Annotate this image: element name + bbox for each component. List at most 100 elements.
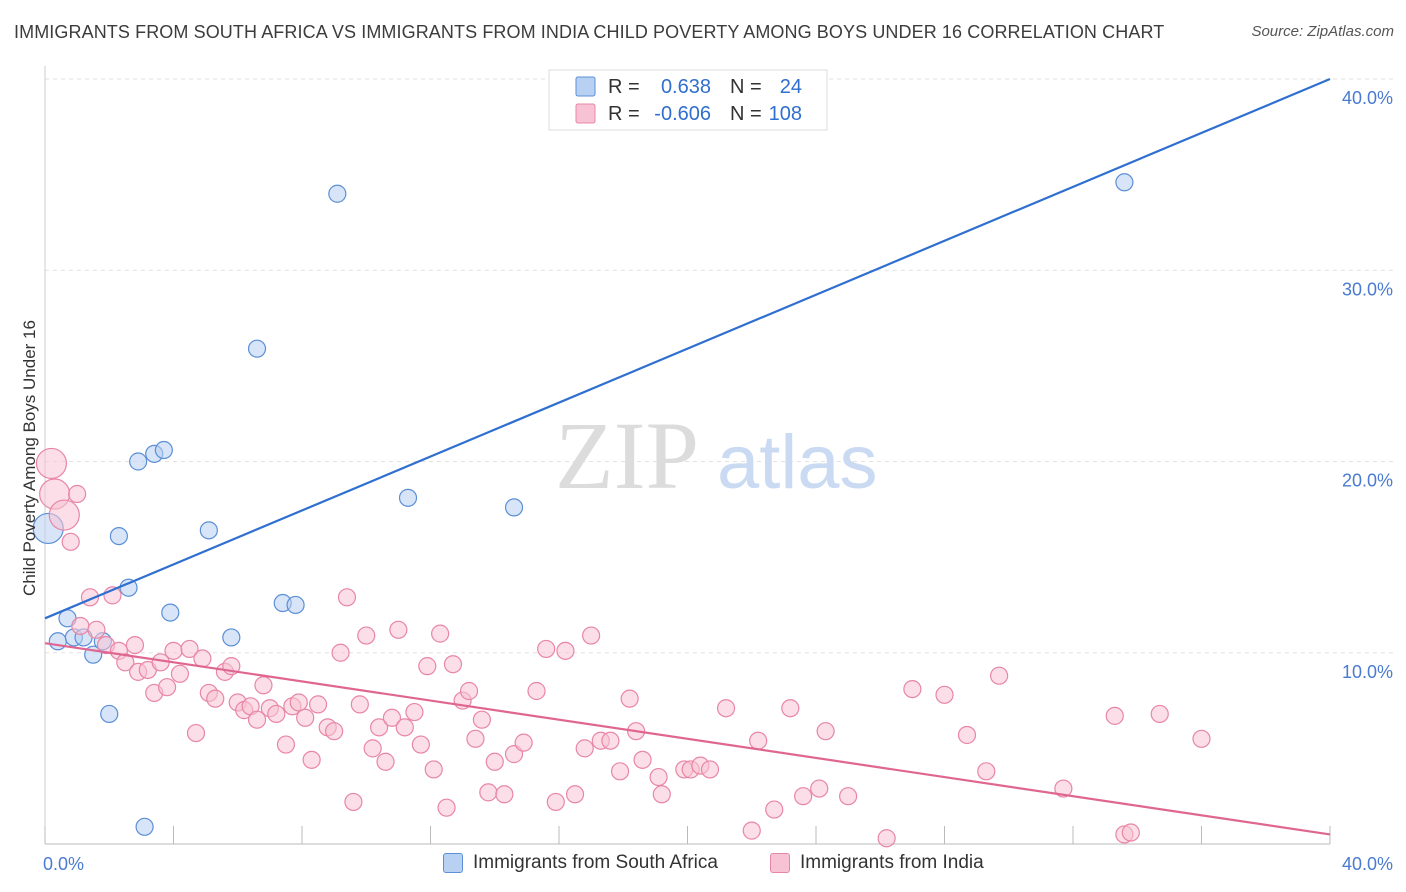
point-india [254, 676, 273, 695]
point-india [633, 750, 652, 769]
point-india [411, 735, 430, 754]
point-india [903, 679, 922, 699]
point-india [35, 447, 68, 480]
point-india [466, 729, 485, 748]
legend: R = 0.638 N = 24 R = -0.606 N = 108 [548, 69, 828, 131]
legend-r-label-india: R = [608, 103, 640, 125]
point-india [495, 785, 514, 804]
chart-source: Source: ZipAtlas.com [1251, 23, 1394, 40]
point-india [170, 664, 190, 683]
point-india [527, 681, 546, 701]
legend-n-value-south-africa: 24 [780, 76, 802, 98]
bottom-legend-swatch-india [770, 853, 790, 873]
point-india [877, 829, 896, 848]
legend-r-label-south-africa: R = [608, 76, 640, 98]
point-india [716, 699, 736, 718]
point-india [296, 708, 315, 727]
watermark-zip: ZIP [555, 402, 699, 509]
point-india [376, 752, 395, 771]
watermark-atlas: atlas [717, 420, 878, 505]
point-india [514, 733, 533, 752]
legend-n-label-south-africa: N = [730, 76, 762, 98]
point-india [575, 739, 594, 758]
point-india [389, 620, 408, 639]
point-india [370, 718, 389, 737]
legend-r-value-india: -0.606 [654, 103, 711, 125]
point-india [935, 685, 954, 704]
point-india [125, 635, 145, 655]
point-india [652, 785, 671, 804]
point-india [556, 641, 575, 660]
point-india [331, 643, 350, 662]
point-india [206, 689, 225, 708]
x-tick-label: 0.0% [43, 854, 84, 874]
point-south-africa [504, 498, 524, 517]
x-tick-label: 40.0% [1342, 854, 1393, 874]
point-india [485, 752, 504, 771]
point-india [565, 785, 585, 804]
trend-line-south-africa [44, 77, 1331, 620]
point-india [990, 666, 1009, 685]
x-tick-labels: 0.0% 40.0% [43, 854, 1393, 874]
point-india [781, 699, 800, 718]
point-india [443, 655, 463, 674]
point-india [620, 689, 639, 708]
point-india [350, 695, 369, 714]
y-tick-label: 10.0% [1342, 662, 1393, 682]
bottom-legend-south-africa: Immigrants from South Africa [443, 852, 718, 874]
point-india [61, 532, 80, 551]
point-india [247, 710, 267, 729]
point-india [405, 702, 424, 722]
point-india [794, 787, 813, 806]
point-south-africa [129, 452, 148, 471]
point-india [325, 722, 344, 741]
point-south-africa [286, 595, 305, 615]
point-india [382, 708, 402, 727]
y-tick-label: 30.0% [1342, 279, 1393, 299]
point-india [276, 735, 296, 754]
point-south-africa [48, 632, 67, 651]
series-india-points [35, 447, 1211, 848]
point-india [337, 588, 357, 607]
point-india [48, 499, 80, 531]
point-india [116, 653, 135, 672]
point-india [357, 626, 376, 645]
point-south-africa [100, 704, 119, 724]
point-india [437, 798, 456, 817]
point-india [810, 779, 829, 798]
point-india [363, 739, 382, 758]
point-south-africa [247, 339, 267, 358]
point-south-africa [328, 184, 347, 203]
point-india [68, 484, 87, 504]
point-india [71, 616, 90, 636]
point-india [431, 624, 450, 643]
legend-n-label-india: N = [730, 103, 762, 125]
y-tick-label: 40.0% [1342, 88, 1393, 108]
point-india [289, 693, 308, 712]
point-india [816, 722, 835, 741]
point-south-africa [199, 521, 218, 540]
point-india [180, 639, 199, 659]
legend-r-value-south-africa: 0.638 [661, 76, 711, 98]
point-india [1054, 779, 1073, 798]
point-india [610, 762, 630, 781]
legend-n-value-india: 108 [769, 103, 802, 125]
legend-swatch-south-africa [575, 76, 596, 97]
point-india [582, 626, 601, 645]
point-india [479, 783, 498, 802]
bottom-legend-label-south-africa: Immigrants from South Africa [473, 852, 718, 873]
point-india [267, 704, 286, 724]
point-india [186, 723, 206, 743]
point-south-africa [398, 488, 418, 507]
point-south-africa [135, 817, 154, 836]
point-india [742, 821, 761, 840]
point-india [546, 792, 565, 812]
watermark: ZIP atlas [555, 402, 878, 509]
point-india [424, 760, 443, 779]
y-tick-labels: 10.0% 20.0% 30.0% 40.0% [1342, 88, 1393, 682]
point-south-africa [109, 526, 128, 546]
chart-title: IMMIGRANTS FROM SOUTH AFRICA VS IMMIGRAN… [14, 22, 1165, 42]
point-south-africa [154, 440, 173, 460]
point-india [957, 725, 977, 745]
